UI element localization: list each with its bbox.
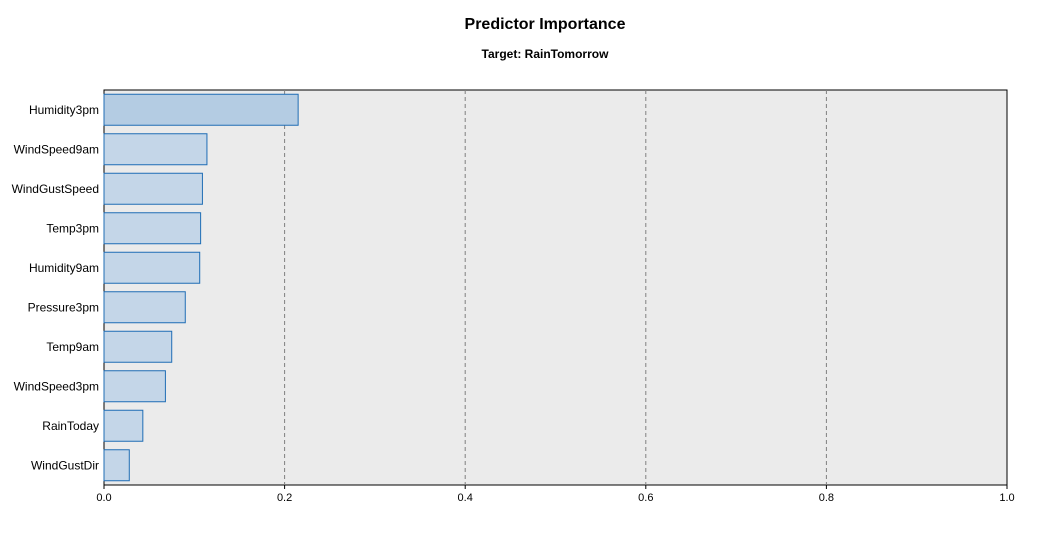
bar-humidity3pm[interactable] — [103, 93, 299, 126]
category-labels: Humidity3pm WindSpeed9am WindGustSpeed Temp… — [12, 103, 99, 473]
x-tick-label: 0.2 — [277, 492, 292, 504]
category-label: WindSpeed3pm — [14, 379, 99, 393]
category-label: Temp3pm — [46, 221, 99, 235]
bar-pressure3pm[interactable] — [103, 291, 186, 324]
grid-lines — [284, 90, 827, 485]
category-label: Humidity9am — [29, 261, 99, 275]
bar-temp3pm[interactable] — [103, 212, 202, 245]
category-label: WindSpeed9am — [14, 142, 99, 156]
chart-subtitle: Target: RainTomorrow — [481, 47, 609, 61]
category-label: RainToday — [42, 419, 99, 433]
x-tick-label: 0.0 — [96, 492, 111, 504]
x-tick-label: 1.0 — [999, 492, 1014, 504]
category-label: Pressure3pm — [28, 300, 99, 314]
bars — [103, 93, 299, 482]
plot-area — [103, 89, 1008, 486]
bar-windgustdir[interactable] — [103, 449, 130, 482]
bar-windspeed3pm[interactable] — [103, 370, 166, 403]
x-tick-label: 0.6 — [638, 492, 653, 504]
category-label: Humidity3pm — [29, 103, 99, 117]
x-axis-ticks: 0.0 0.2 0.4 0.6 0.8 1.0 — [96, 485, 1015, 504]
category-label: Temp9am — [46, 340, 99, 354]
category-label: WindGustSpeed — [12, 182, 99, 196]
category-label: WindGustDir — [31, 458, 99, 472]
x-tick-label: 0.8 — [819, 492, 834, 504]
bar-raintoday[interactable] — [103, 409, 144, 442]
bar-temp9am[interactable] — [103, 330, 173, 363]
bar-humidity9am[interactable] — [103, 251, 201, 284]
x-tick-label: 0.4 — [458, 492, 473, 504]
bar-windspeed9am[interactable] — [103, 133, 208, 166]
chart-title: Predictor Importance — [464, 16, 626, 33]
bar-windgustspeed[interactable] — [103, 172, 203, 205]
